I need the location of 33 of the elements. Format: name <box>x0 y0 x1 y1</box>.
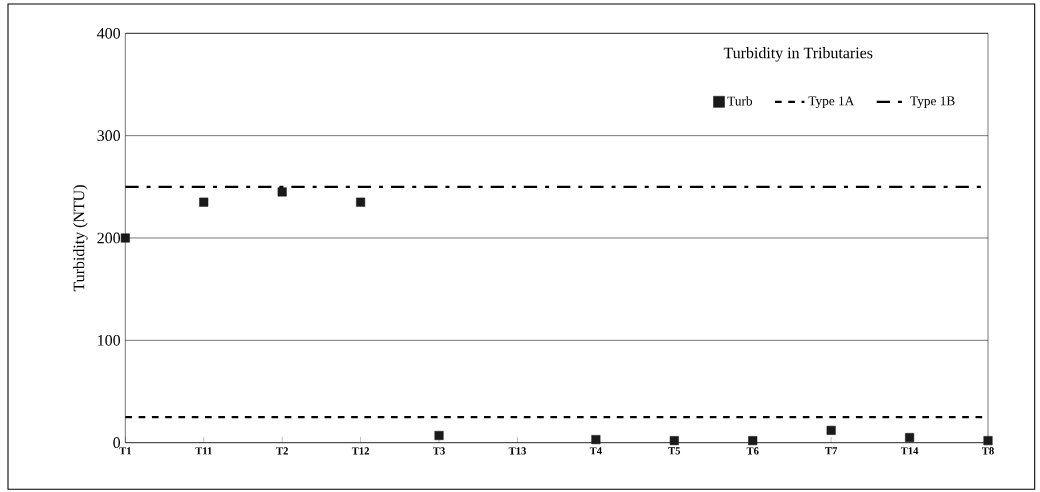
x-tick-label: T2 <box>276 447 288 455</box>
y-axis-title: Turbidity (NTU) <box>73 185 88 292</box>
x-tick-label: T5 <box>668 447 681 455</box>
point <box>434 430 444 441</box>
point <box>356 197 366 207</box>
point <box>748 436 758 446</box>
y-tick-label: 100 <box>98 334 121 346</box>
x-tick-label: T12 <box>351 447 370 455</box>
x-tick-label: T3 <box>433 447 445 455</box>
x-tick-label: T7 <box>825 447 838 455</box>
y-tick-label: 300 <box>97 130 121 142</box>
y-tick-label: 200 <box>97 232 121 244</box>
y-tick-label: 0 <box>113 437 121 449</box>
x-tick-label: T8 <box>981 447 994 455</box>
y-tick-label: 400 <box>97 27 121 39</box>
legend-label: Type 1B <box>910 96 955 109</box>
point <box>120 233 130 243</box>
legend-label: Type 1A <box>808 96 855 109</box>
point <box>591 435 601 445</box>
point <box>669 436 679 446</box>
x-tick-label: T1 <box>119 447 131 455</box>
x-tick-label: T6 <box>746 447 759 455</box>
point <box>199 197 209 207</box>
point <box>905 433 915 443</box>
x-tick-label: T13 <box>508 447 526 455</box>
legend-label: Turb <box>727 96 753 106</box>
x-tick-label: T4 <box>589 447 602 455</box>
point <box>826 425 836 435</box>
point <box>983 436 993 446</box>
x-tick-label: T14 <box>900 447 919 455</box>
x-tick-label: T11 <box>195 447 212 455</box>
point <box>277 187 287 197</box>
text: Turbidity in Tributaries <box>723 47 873 62</box>
